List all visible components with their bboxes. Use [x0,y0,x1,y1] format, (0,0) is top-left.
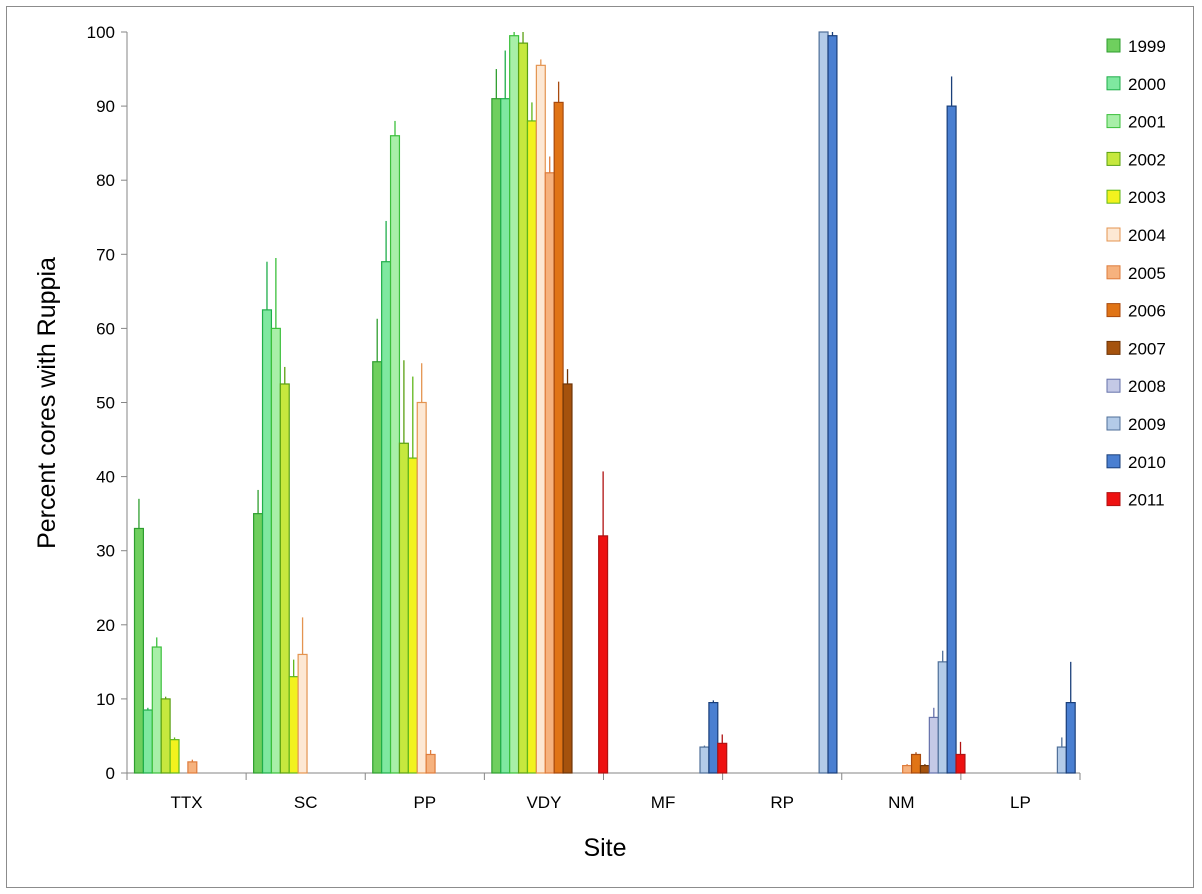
bar-2001-sc [270,327,281,774]
bar-1999-ttx [133,527,144,774]
legend-swatch-2006 [1106,303,1121,318]
y-tick-label: 30 [96,542,115,561]
bar-2009-nm [937,661,948,774]
x-tick-label-sc: SC [294,793,318,812]
y-tick-label: 20 [96,616,115,635]
y-tick-label: 80 [96,171,115,190]
bar-2005-nm [902,764,913,774]
bar-2010-lp [1065,702,1076,774]
x-tick-label-lp: LP [1010,793,1031,812]
y-tick-label: 90 [96,97,115,116]
bar-2005-pp [425,753,436,774]
legend-label-2006: 2006 [1128,302,1166,321]
bar-2000-vdy [500,98,511,774]
x-axis-title: Site [583,834,626,862]
legend-swatch-2008 [1106,378,1121,393]
legend-label-2009: 2009 [1128,415,1166,434]
bar-2003-vdy [526,120,537,774]
x-tick-label-mf: MF [651,793,676,812]
legend-label-2008: 2008 [1128,377,1166,396]
bar-2006-vdy [553,101,564,774]
legend-swatch-2011 [1106,492,1121,507]
y-tick-label: 50 [96,394,115,413]
x-tick-label-nm: NM [888,793,914,812]
legend-label-1999: 1999 [1128,37,1166,56]
x-tick-label-ttx: TTX [171,793,203,812]
bar-2007-nm [919,764,930,774]
x-tick-label-vdy: VDY [526,793,561,812]
bar-2004-pp [416,401,427,774]
legend-label-2011: 2011 [1128,491,1165,510]
bar-2002-ttx [160,698,171,774]
bar-2011-vdy [598,535,609,774]
x-tick-label-pp: PP [413,793,436,812]
legend-label-2010: 2010 [1128,453,1166,472]
bar-2010-nm [946,105,957,774]
bar-2004-sc [297,653,308,774]
legend-label-2001: 2001 [1128,113,1166,132]
legend-swatch-2005 [1106,265,1121,280]
bar-2001-vdy [509,35,520,774]
legend-label-2003: 2003 [1128,188,1166,207]
x-tick-label-rp: RP [770,793,794,812]
legend-swatch-2001 [1106,114,1121,129]
legend-swatch-2000 [1106,76,1121,91]
bar-2003-ttx [169,739,180,774]
bar-1999-sc [253,513,264,774]
bar-1999-pp [372,361,383,774]
y-tick-label: 60 [96,319,115,338]
bar-2009-mf [699,746,710,774]
bar-2011-nm [955,753,966,774]
bar-2009-lp [1056,746,1067,774]
bar-2001-pp [389,135,401,774]
legend-swatch-2010 [1106,454,1121,469]
bar-2011-mf [717,742,728,774]
legend-label-2002: 2002 [1128,150,1166,169]
bars [133,31,1076,774]
y-axis-title: Percent cores with Ruppia [33,257,61,549]
bar-2010-mf [708,702,719,774]
bar-2008-nm [928,716,939,774]
bar-1999-vdy [491,98,502,774]
legend-label-2004: 2004 [1128,226,1166,245]
bar-2000-ttx [142,709,153,774]
bar-2001-ttx [151,646,162,774]
x-tick-labels: TTX SC PP VDY MF RP NM LP [171,793,1031,812]
legend-label-2005: 2005 [1128,264,1166,283]
y-tick-label: 70 [96,245,115,264]
y-tick-label: 0 [106,764,115,783]
bar-2004-vdy [535,64,546,774]
legend-label-2000: 2000 [1128,75,1166,94]
y-tick-label: 40 [96,468,115,487]
legend-label-2007: 2007 [1128,339,1166,358]
bar-2006-nm [910,753,922,774]
y-tick-label: 10 [96,690,115,709]
legend-swatch-2004 [1106,227,1121,242]
bar-2005-ttx [187,761,198,774]
bar-2007-vdy [562,383,573,774]
bar-2005-vdy [544,172,555,774]
bar-2002-sc [279,383,290,774]
legend: 1999 2000 2001 2002 2003 2004 2005 2006 2007 2008… [1106,37,1166,510]
bar-2000-sc [261,309,273,774]
legend-swatch-2002 [1106,151,1121,166]
bar-2010-rp [827,35,838,774]
bar-2003-sc [288,676,299,774]
bar-2002-vdy [517,42,529,774]
legend-swatch-2009 [1106,416,1121,431]
legend-swatch-2003 [1106,189,1121,204]
legend-swatch-1999 [1106,38,1121,53]
bar-2000-pp [381,261,392,774]
bar-2003-pp [407,457,418,774]
legend-swatch-2007 [1106,340,1121,355]
bar-2009-rp [818,31,829,774]
y-tick-labels: 0 10 20 30 40 50 60 70 80 90 100 [87,23,115,783]
bar-2002-pp [398,442,409,774]
y-tick-label: 100 [87,23,115,42]
